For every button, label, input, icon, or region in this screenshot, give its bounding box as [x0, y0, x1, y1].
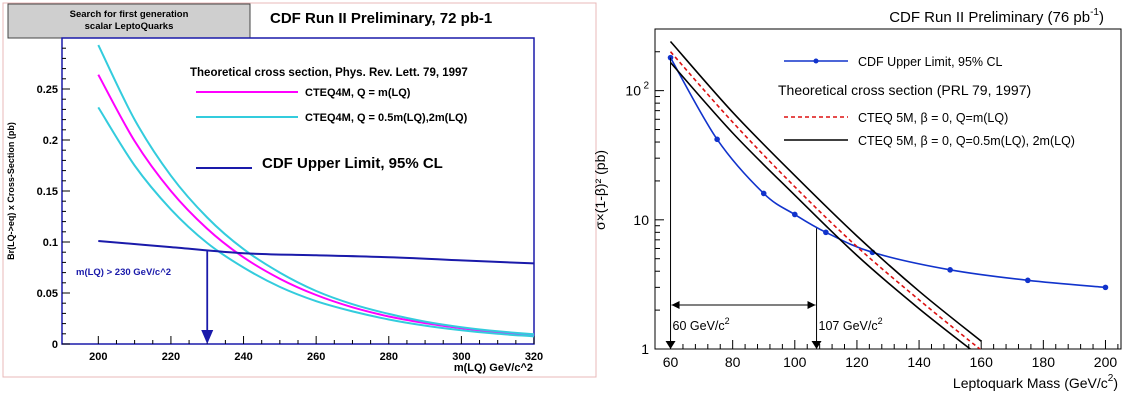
right-y-tick-exponent: 2 [643, 81, 649, 92]
left-chart: Search for first generation scalar Lepto… [2, 2, 597, 378]
right-annotations: 60 GeV/c2 107 GeV/c2 [665, 57, 883, 349]
left-chart-title: CDF Run II Preliminary, 72 pb-1 [270, 10, 492, 27]
right-x-tick-label: 120 [845, 354, 869, 370]
right-series-marker [1102, 284, 1109, 291]
left-x-tick-label: 300 [452, 351, 470, 363]
left-y-tick-label: 0 [52, 339, 58, 351]
left-x-axis-label: m(LQ) GeV/c^2 [454, 362, 533, 374]
right-title-main: CDF Run II Preliminary (76 pb [889, 9, 1090, 26]
right-x-tick-label: 140 [907, 354, 931, 370]
right-annotation-107-text: 107 GeV/c [819, 319, 878, 333]
right-x-tick-label: 160 [970, 354, 994, 370]
right-xlabel-main: Leptoquark Mass (GeV/c [953, 375, 1108, 391]
right-legend-marker-cdf [813, 58, 819, 64]
right-plot-frame [654, 28, 1122, 350]
right-series-marker [823, 229, 829, 236]
right-y-tick-label: 10 [625, 83, 641, 99]
left-legend-label-cdf: CDF Upper Limit, 95% CL [262, 155, 443, 172]
right-y-axis-label: σ×(1-β)² (pb) [592, 150, 608, 230]
left-y-tick-label: 0.2 [43, 135, 58, 147]
right-annotation-60-sup: 2 [725, 316, 730, 326]
right-title-close: ) [1099, 9, 1104, 26]
right-legend-label-cteq-q: CTEQ 5M, β = 0, Q=m(LQ) [858, 111, 1008, 125]
right-legend-label-cdf: CDF Upper Limit, 95% CL [858, 55, 1003, 69]
right-xlabel-sup: 2 [1108, 373, 1114, 384]
left-y-tick-label: 0.05 [37, 288, 58, 300]
right-legend-label-cteq-band: CTEQ 5M, β = 0, Q=0.5m(LQ), 2m(LQ) [858, 134, 1075, 148]
left-legend-label-cteq-band: CTEQ4M, Q = 0.5m(LQ),2m(LQ) [305, 112, 468, 124]
header-box-line1: Search for first generation [70, 9, 189, 20]
left-y-tick-label: 0.1 [43, 237, 58, 249]
right-series-line-3 [669, 61, 972, 349]
right-series-marker [947, 267, 953, 273]
header-box-line2: scalar LeptoQuarks [85, 21, 174, 32]
right-x-tick-label: 200 [1094, 354, 1118, 370]
left-series-line-3 [98, 240, 535, 265]
right-range-arrow-left [671, 301, 680, 309]
right-series-marker [760, 190, 767, 197]
left-plot-frame [61, 37, 535, 345]
right-annotation-107: 107 GeV/c2 [819, 316, 883, 333]
left-legend-header: Theoretical cross section, Phys. Rev. Le… [190, 67, 468, 79]
right-title-sup: -1 [1090, 7, 1099, 18]
right-series-marker [1025, 277, 1031, 284]
right-chart: CDF Run II Preliminary (76 pb-1) σ×(1-β)… [592, 7, 1122, 391]
right-y-tick-label: 10 [633, 212, 649, 228]
left-curves [97, 44, 535, 338]
right-xlabel-close: ) [1113, 375, 1118, 391]
left-annotation-arrow-head [201, 330, 214, 344]
left-x-tick-label: 320 [525, 351, 543, 363]
left-series-line-1 [97, 44, 535, 336]
left-annotation: m(LQ) > 230 GeV/c^2 [76, 251, 214, 344]
left-axis-ticks: 200 220 240 260 280 300 320 0 0.05 0.1 0.15 0.2 0.25 [37, 47, 543, 363]
right-y-tick-label: 1 [641, 341, 649, 357]
right-series-line-1 [669, 51, 982, 349]
right-curves [667, 40, 1109, 349]
right-arrow-head-107 [811, 341, 822, 349]
left-x-tick-label: 200 [89, 351, 107, 363]
right-x-tick-label: 80 [725, 354, 741, 370]
left-x-tick-label: 280 [380, 351, 398, 363]
right-legend-mid-header: Theoretical cross section (PRL 79, 1997) [778, 82, 1031, 98]
right-x-tick-label: 60 [663, 354, 679, 370]
left-x-tick-label: 260 [307, 351, 325, 363]
right-arrow-head-60 [665, 341, 676, 349]
right-series-marker [714, 136, 720, 143]
left-y-axis-label: Br(LQ->eq) x Cross-Section (pb) [6, 122, 16, 260]
left-series-line-2 [97, 106, 535, 338]
right-annotation-107-sup: 2 [878, 316, 883, 326]
left-x-tick-label: 220 [162, 351, 180, 363]
left-x-tick-label: 240 [234, 351, 252, 363]
right-x-tick-label: 180 [1032, 354, 1056, 370]
right-series-marker [792, 211, 798, 218]
left-annotation-text: m(LQ) > 230 GeV/c^2 [76, 267, 171, 278]
right-x-tick-label: 100 [783, 354, 807, 370]
left-legend-label-cteq-q: CTEQ4M, Q = m(LQ) [305, 87, 411, 99]
right-x-axis-label: Leptoquark Mass (GeV/c2) [953, 373, 1118, 391]
right-series-line-2 [669, 40, 982, 342]
left-y-tick-label: 0.15 [37, 186, 58, 198]
right-range-arrow-right [807, 301, 816, 309]
right-chart-title: CDF Run II Preliminary (76 pb-1) [889, 7, 1104, 26]
right-annotation-60-text: 60 GeV/c [673, 319, 725, 333]
left-chart-border [2, 2, 597, 378]
left-y-tick-label: 0.25 [37, 84, 58, 96]
right-annotation-60: 60 GeV/c2 [673, 316, 730, 333]
